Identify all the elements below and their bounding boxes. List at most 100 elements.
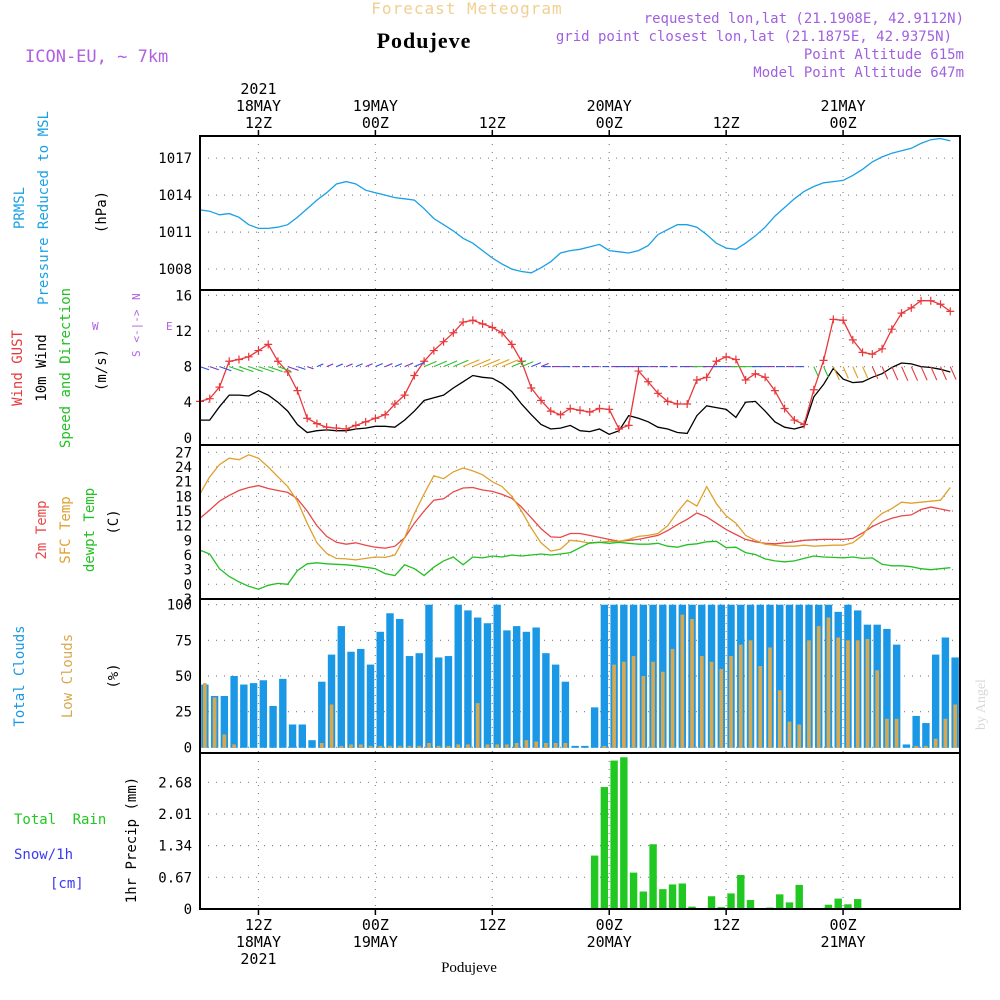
wind-10m-line: [200, 362, 951, 436]
gust-marker: [829, 315, 838, 324]
gust-marker: [741, 375, 750, 384]
ytick-label-clouds: 75: [175, 633, 192, 649]
wind-direction-arrow: [326, 363, 334, 368]
wind-gust-line: [199, 300, 951, 430]
ytick-label-precipitation: 2.68: [158, 775, 192, 791]
gust-marker: [683, 400, 692, 409]
panel-clouds: 0 25 50 75 100: [167, 598, 961, 756]
total-cloud-bar: [902, 744, 911, 748]
info-model-altitude: Model Point Altitude 647m: [753, 65, 964, 81]
wind-direction-arrow: [453, 359, 469, 368]
wind-direction-arrow: [268, 366, 283, 373]
rain-bar: [853, 899, 862, 909]
rain-bar: [824, 904, 833, 909]
gust-marker: [614, 424, 623, 433]
gust-marker: [644, 377, 653, 386]
rain-bar: [834, 898, 842, 909]
ytick-label-pressure: 1008: [158, 262, 192, 278]
total-cloud-bar: [600, 604, 609, 748]
low-cloud-bar: [329, 704, 334, 748]
wind-compass: N W <-|-> E S: [92, 293, 173, 357]
snow-label: Snow/1h: [14, 847, 73, 863]
total-cloud-bar: [883, 628, 891, 748]
gust-marker: [410, 371, 419, 380]
wind-10m-label: 10m Wind: [34, 334, 50, 401]
low-cloud-bar: [816, 626, 821, 748]
rain-bar: [785, 902, 794, 909]
gust-marker: [566, 404, 575, 413]
total-cloud-bar: [892, 644, 901, 748]
gust-marker: [624, 421, 633, 430]
total-cloud-bar: [795, 604, 803, 748]
info-point-altitude: Point Altitude 615m: [804, 47, 964, 63]
panel-frame: [199, 752, 961, 910]
low-cloud-bar: [544, 743, 548, 748]
ytick-label-clouds: 25: [175, 705, 192, 721]
compass-arrow: <-|->: [130, 309, 143, 342]
wind-direction-arrow: [501, 359, 519, 368]
ytick-label-temperature: 15: [175, 504, 192, 520]
gust-marker: [420, 357, 429, 366]
total-cloud-bar: [435, 657, 443, 748]
gust-marker: [653, 389, 662, 398]
pressure-line: [199, 137, 951, 274]
rain-bar: [649, 844, 657, 909]
bottom-time-label: 00Z: [362, 916, 389, 934]
wind-direction-arrow: [404, 362, 414, 368]
panel-frame: [199, 135, 961, 291]
low-cloud-bar: [680, 614, 685, 748]
low-cloud-bar: [368, 745, 373, 748]
pressure-label-2: Pressure Reduced to MSL: [36, 111, 52, 305]
gust-marker: [878, 344, 887, 353]
rain-bar: [688, 906, 696, 909]
low-cloud-bar: [777, 690, 782, 748]
chart-title: Forecast Meteogram: [371, 0, 562, 18]
low-cloud-bar: [319, 743, 324, 748]
bottom-time-label: 2021: [240, 950, 276, 968]
top-time-label: 18MAY: [236, 97, 281, 115]
gust-marker: [663, 397, 672, 406]
wind-direction-arrow: [316, 363, 324, 368]
total-cloud-bar: [590, 707, 599, 748]
total-cloud-bar: [269, 705, 277, 748]
gust-marker: [527, 383, 536, 392]
wind-direction-arrow: [949, 366, 957, 380]
low-cloud-bar: [885, 718, 889, 748]
low-cloud-bar: [631, 656, 636, 748]
total-cloud-bar: [357, 648, 365, 748]
gust-marker: [576, 406, 584, 415]
temp-2m-label: 2m Temp: [34, 500, 50, 559]
wind-direction-arrow: [423, 360, 437, 368]
gust-marker: [936, 300, 945, 309]
wind-direction-arrow: [394, 363, 403, 368]
gust-marker: [926, 296, 935, 305]
gust-marker: [312, 419, 321, 428]
gust-marker: [449, 328, 458, 337]
bottom-time-label: 00Z: [596, 916, 623, 934]
total-cloud-bar: [561, 681, 570, 748]
rain-bar: [678, 883, 687, 909]
wind-direction-arrow: [277, 366, 291, 372]
low-cloud-bar: [836, 637, 841, 748]
bottom-time-label: 12Z: [713, 916, 740, 934]
wind-unit: (m/s): [94, 349, 110, 391]
gust-marker: [459, 318, 468, 327]
clouds-low-label: Low Clouds: [60, 634, 76, 718]
gust-marker: [429, 346, 438, 355]
wind-direction-arrow: [813, 366, 819, 377]
gust-marker: [556, 410, 565, 419]
wind-direction-arrow: [238, 366, 254, 373]
precip-unit: 1hr Precip (mm): [124, 777, 140, 903]
total-cloud-bar: [493, 604, 501, 748]
low-cloud-bar: [407, 745, 412, 748]
low-cloud-bar: [807, 640, 811, 748]
gust-marker: [819, 356, 828, 365]
total-cloud-bar: [551, 664, 560, 748]
total-cloud-bar: [542, 653, 550, 748]
total-cloud-bar: [444, 656, 453, 748]
wind-direction-arrow: [862, 366, 869, 379]
low-cloud-bar: [378, 745, 383, 748]
low-cloud-bar: [875, 670, 880, 748]
compass-s: S: [130, 350, 143, 357]
